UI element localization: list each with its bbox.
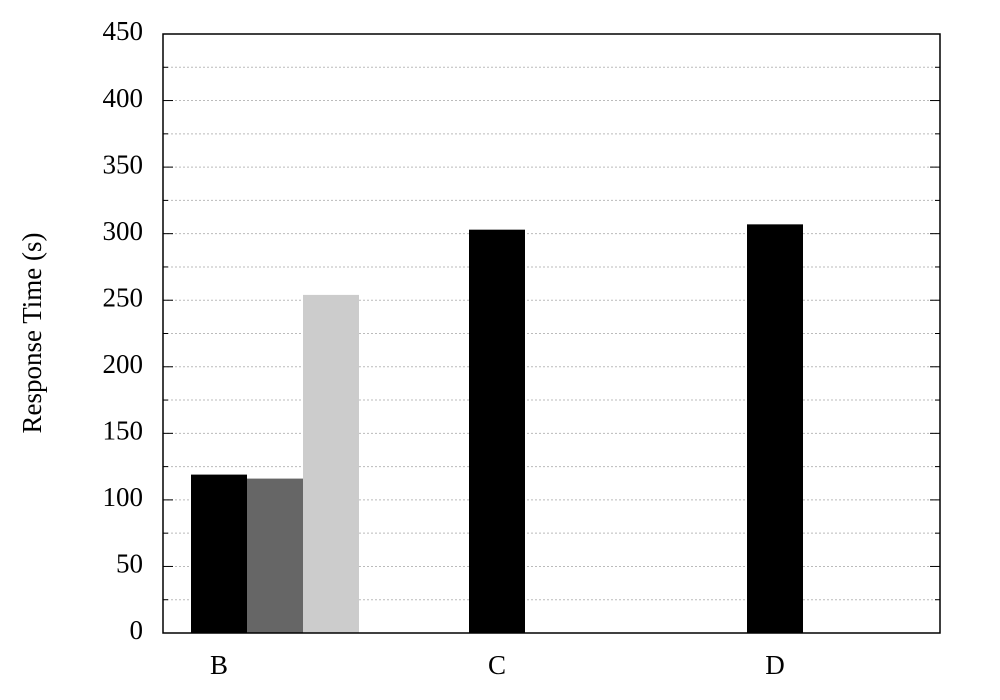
y-tick-label: 250: [103, 282, 144, 312]
x-tick-label: B: [210, 650, 228, 680]
x-tick-label: D: [765, 650, 785, 680]
y-tick-label: 100: [103, 482, 144, 512]
bar: [303, 294, 359, 633]
bar: [747, 224, 803, 634]
plot-frame: [162, 33, 941, 634]
y-tick-label: 450: [103, 16, 144, 46]
y-tick-label: 400: [103, 83, 144, 113]
y-tick-label: 0: [130, 615, 144, 645]
y-tick-label: 150: [103, 416, 144, 446]
bar: [247, 478, 303, 633]
x-tick-label: C: [488, 650, 506, 680]
bar: [469, 229, 525, 633]
y-tick-label: 50: [116, 549, 143, 579]
y-axis-label: Response Time (s): [17, 232, 47, 433]
bar: [191, 474, 247, 633]
y-tick-label: 300: [103, 216, 144, 246]
y-tick-label: 200: [103, 349, 144, 379]
y-tick-label: 350: [103, 149, 144, 179]
